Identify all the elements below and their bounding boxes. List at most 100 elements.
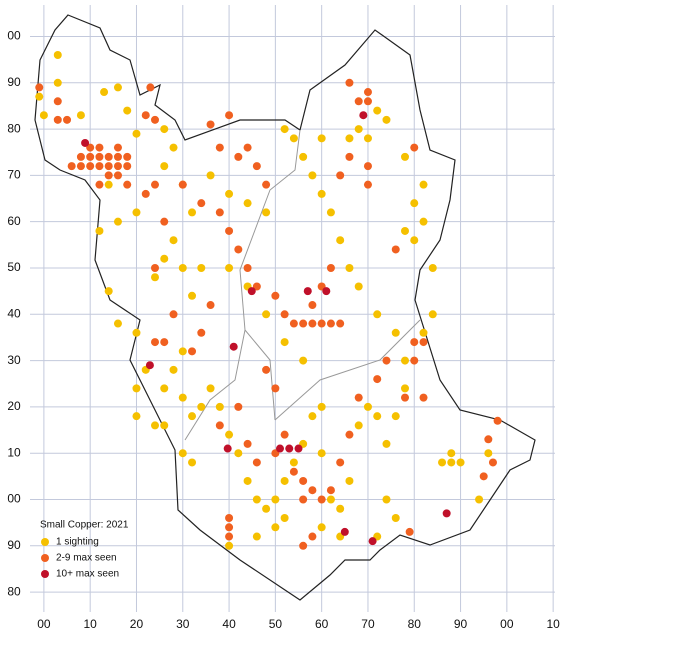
point	[113, 83, 122, 92]
point	[113, 217, 122, 226]
x-tick-label: 60	[315, 617, 329, 631]
point	[280, 430, 289, 439]
point	[76, 162, 85, 171]
x-tick-label: 10	[84, 617, 98, 631]
point	[95, 143, 104, 152]
point	[326, 486, 335, 495]
point	[299, 495, 308, 504]
point	[225, 541, 234, 550]
point	[336, 171, 345, 180]
point	[86, 143, 95, 152]
legend-label: 2-9 max seen	[56, 553, 117, 564]
point	[262, 310, 271, 319]
point	[493, 416, 502, 425]
point	[243, 263, 252, 272]
point	[285, 444, 294, 453]
point	[345, 263, 354, 272]
point	[151, 263, 159, 272]
point	[419, 393, 428, 402]
y-tick-label: 20	[7, 399, 21, 413]
y-tick-label: 10	[7, 445, 21, 459]
point	[178, 347, 187, 356]
point	[280, 125, 289, 134]
point	[188, 291, 197, 300]
point	[401, 384, 409, 393]
point	[363, 134, 372, 143]
point	[234, 245, 243, 254]
point	[188, 347, 197, 356]
y-tick-label: 60	[7, 214, 21, 228]
point	[391, 514, 400, 523]
point	[197, 199, 206, 208]
point	[317, 134, 326, 143]
x-tick-label: 90	[454, 617, 468, 631]
point	[160, 162, 169, 171]
point	[345, 152, 354, 161]
legend: 1 sighting 2-9 max seen 10+ max seen	[41, 537, 119, 580]
point	[104, 287, 113, 296]
point	[67, 162, 76, 171]
point	[223, 444, 232, 453]
point	[63, 115, 72, 124]
legend-swatch	[41, 554, 49, 562]
point	[373, 310, 382, 319]
point	[391, 245, 400, 254]
point	[363, 97, 372, 106]
point	[280, 514, 289, 523]
point	[206, 171, 215, 180]
point	[447, 449, 456, 458]
point	[169, 365, 178, 374]
y-tick-label: 40	[7, 306, 21, 320]
point	[178, 393, 187, 402]
point	[160, 421, 169, 430]
point	[95, 226, 104, 235]
point	[289, 467, 298, 476]
point	[303, 287, 312, 296]
y-tick-label: 30	[7, 353, 21, 367]
point	[53, 51, 62, 60]
point	[419, 328, 428, 337]
point	[123, 152, 132, 161]
point	[345, 134, 354, 143]
point	[225, 430, 234, 439]
point	[35, 92, 44, 101]
point	[151, 338, 159, 347]
point	[243, 143, 252, 152]
point	[373, 375, 382, 384]
point	[188, 208, 197, 217]
point	[113, 152, 122, 161]
point	[234, 152, 243, 161]
point	[363, 180, 372, 189]
point	[225, 532, 234, 541]
point	[438, 458, 447, 467]
point	[428, 263, 437, 272]
point	[160, 384, 169, 393]
point	[262, 208, 271, 217]
point	[419, 338, 428, 347]
point	[95, 180, 104, 189]
point	[280, 338, 289, 347]
y-tick-label: 70	[7, 168, 21, 182]
y-tick-label: 00	[7, 492, 21, 506]
point	[151, 421, 159, 430]
point	[225, 263, 234, 272]
point	[336, 319, 345, 328]
point	[447, 458, 456, 467]
point	[484, 449, 493, 458]
point	[340, 527, 349, 536]
point	[234, 449, 243, 458]
point	[225, 111, 234, 120]
point	[308, 412, 317, 421]
point	[188, 412, 197, 421]
point	[336, 236, 345, 245]
point	[113, 162, 122, 171]
point	[317, 523, 326, 532]
point	[178, 263, 187, 272]
point	[280, 310, 289, 319]
point	[326, 208, 335, 217]
point	[53, 115, 62, 124]
point	[243, 199, 252, 208]
point	[345, 476, 354, 485]
point	[86, 162, 95, 171]
point	[308, 486, 317, 495]
